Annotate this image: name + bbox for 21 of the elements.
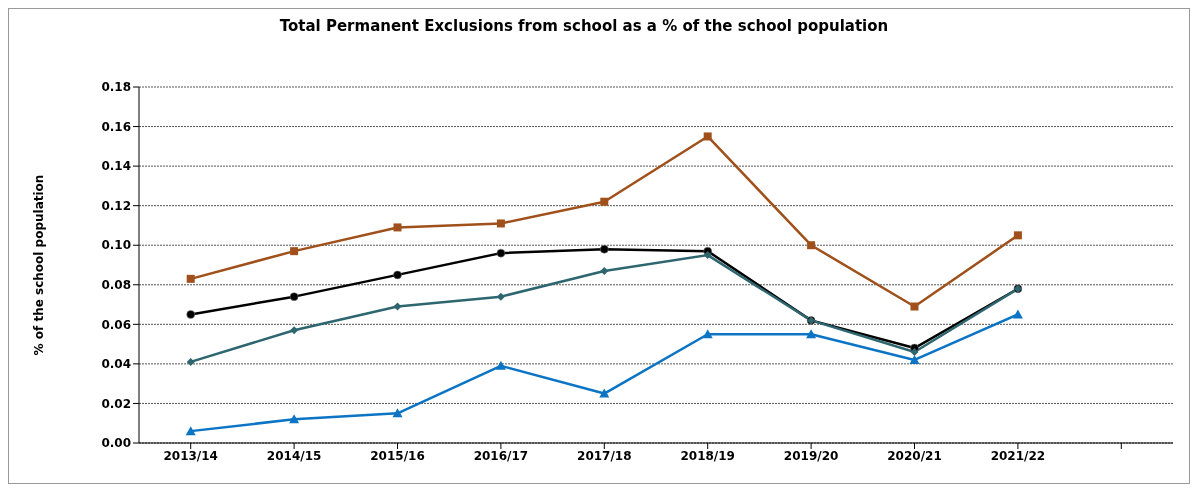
x-tick-label: 2019/20 — [783, 448, 839, 463]
x-tick-label: 2016/17 — [473, 448, 529, 463]
y-tick-label: 0.00 — [101, 436, 131, 451]
y-tick-label: 0.04 — [101, 357, 131, 372]
y-tick-label: 0.08 — [101, 278, 131, 293]
y-tick-label: 0.06 — [101, 317, 131, 332]
x-tick-label: 2015/16 — [370, 448, 425, 463]
y-tick-label: 0.02 — [101, 396, 131, 411]
x-tick-label: 2021/22 — [990, 448, 1046, 463]
y-tick-label: 0.12 — [101, 198, 131, 213]
y-axis-title: % of the school population — [32, 174, 47, 356]
x-tick-label: 2013/14 — [163, 448, 218, 463]
x-tick-label: 2018/19 — [680, 448, 735, 463]
x-tick-label: 2020/21 — [887, 448, 942, 463]
y-tick-label: 0.14 — [101, 159, 131, 174]
chart-title: Total Permanent Exclusions from school as a % of the school population — [278, 17, 890, 35]
x-tick-label: 2014/15 — [266, 448, 322, 463]
y-tick-label: 0.16 — [101, 119, 131, 134]
y-tick-label: 0.10 — [101, 238, 131, 253]
y-tick-label: 0.18 — [101, 80, 131, 95]
x-tick-label: 2017/18 — [577, 448, 632, 463]
